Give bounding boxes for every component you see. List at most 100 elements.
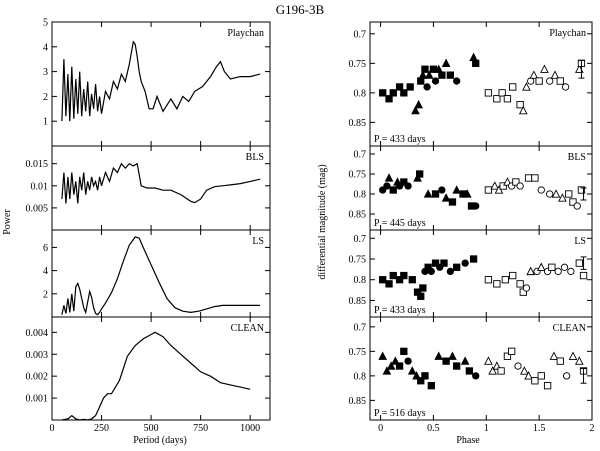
data-point-triangle xyxy=(418,70,428,79)
y-tick-label: 0.7 xyxy=(354,234,367,245)
y-tick-label: 0.8 xyxy=(354,190,367,201)
data-point-square xyxy=(453,263,461,271)
data-point-square xyxy=(503,352,512,360)
y-tick-label: 0.01 xyxy=(31,181,49,192)
panel-label: Playchan xyxy=(227,28,264,39)
y-tick-label: 5 xyxy=(43,18,48,29)
data-point-triangle xyxy=(441,58,451,67)
data-point-circle xyxy=(404,357,412,365)
x-tick-label: 250 xyxy=(94,423,109,434)
data-point-square xyxy=(516,280,524,288)
data-point-square xyxy=(469,255,478,263)
y-tick-label: 0.7 xyxy=(354,29,367,40)
data-point-triangle xyxy=(386,361,396,370)
periodogram-line xyxy=(61,331,251,421)
data-point-square xyxy=(472,59,480,67)
right-panel-bls: 0.7 0.75 0.8 0.85 BLS P = 445 days xyxy=(349,145,593,231)
data-point-square xyxy=(419,284,427,292)
data-point-square xyxy=(493,95,501,103)
data-point-circle xyxy=(516,182,524,190)
data-point-square xyxy=(509,83,517,91)
data-point-triangle xyxy=(520,366,529,375)
data-point-square xyxy=(501,276,509,284)
y-tick-label: 0.75 xyxy=(349,255,367,266)
left-panel-clean: 0.001 0.002 0.003 0.004 0 250 500 750 1000 CLEAN xyxy=(26,316,271,434)
y-tick-label: 4 xyxy=(43,266,48,277)
data-point-circle xyxy=(438,186,446,194)
data-point-square xyxy=(497,367,505,375)
data-point-circle xyxy=(561,83,570,91)
right-y-label: differential magnitude (mag) xyxy=(317,164,328,279)
right-panel-clean: 0.7 0.75 0.8 0.85 0 0.5 1 1.5 2 CLEAN P = 516 days xyxy=(349,316,595,434)
data-point-triangle xyxy=(551,189,561,198)
data-point-square xyxy=(575,259,583,267)
y-tick-label: 0.004 xyxy=(26,328,49,339)
right-panel-frame xyxy=(369,316,593,421)
data-point-square xyxy=(379,89,387,97)
right-x-label: Phase xyxy=(456,435,480,446)
data-point-circle xyxy=(514,362,522,370)
y-tick-label: 4 xyxy=(43,42,48,53)
periodogram-line xyxy=(61,40,261,122)
data-point-triangle xyxy=(550,70,560,79)
y-tick-label: 0.005 xyxy=(26,203,49,214)
panel-label: BLS xyxy=(246,152,264,163)
period-annotation: P = 516 days xyxy=(374,408,426,419)
data-point-circle xyxy=(383,182,391,190)
panel-label: CLEAN xyxy=(553,323,586,334)
data-point-triangle xyxy=(490,181,500,190)
data-point-square xyxy=(400,347,408,355)
data-point-triangle xyxy=(549,351,559,360)
data-point-triangle xyxy=(574,356,584,365)
data-point-triangle xyxy=(407,366,417,375)
y-tick-label: 0.75 xyxy=(349,170,367,181)
data-point-square xyxy=(543,382,552,390)
data-point-square xyxy=(484,186,493,194)
data-point-circle xyxy=(431,77,440,85)
x-tick-label: 1 xyxy=(484,423,489,434)
data-point-circle xyxy=(461,259,469,267)
data-point-triangle xyxy=(423,189,433,198)
data-point-square xyxy=(421,65,429,73)
data-point-square xyxy=(416,170,424,178)
data-point-circle xyxy=(554,267,562,276)
left-panel-frame xyxy=(51,229,271,318)
y-tick-label: 0.7 xyxy=(354,322,367,333)
left-panel-frame xyxy=(51,316,271,421)
data-point-triangle xyxy=(469,52,478,62)
period-annotation: P = 433 days xyxy=(374,134,426,145)
data-point-square xyxy=(565,190,573,198)
data-point-triangle xyxy=(441,193,451,202)
x-tick-label: 750 xyxy=(193,423,208,434)
data-point-square xyxy=(431,259,440,267)
data-point-square xyxy=(569,198,577,206)
data-point-triangle xyxy=(384,173,394,182)
y-tick-label: 2 xyxy=(43,289,48,300)
data-point-square xyxy=(512,178,520,186)
data-point-circle xyxy=(423,83,431,91)
data-point-square xyxy=(440,259,448,267)
y-tick-label: 1 xyxy=(43,117,48,128)
y-tick-label: 0.85 xyxy=(349,396,367,407)
data-point-triangle xyxy=(411,105,420,115)
data-point-square xyxy=(431,190,440,198)
data-point-square xyxy=(406,83,414,91)
panels: 1 2 3 4 5 Playchan 0.005 0.01 0.015 BLS 2 4 6 LS 0.001… xyxy=(26,18,595,435)
y-tick-label: 0.8 xyxy=(354,88,367,99)
periodogram-line xyxy=(61,162,261,204)
data-point-square xyxy=(395,276,404,284)
data-point-square xyxy=(395,362,404,370)
right-panel-playchan: 0.7 0.75 0.8 0.85 Playchan P = 433 days xyxy=(349,21,593,147)
data-point-square xyxy=(389,186,397,194)
y-tick-label: 0.001 xyxy=(26,394,49,405)
y-tick-label: 0.7 xyxy=(354,150,367,161)
data-point-square xyxy=(465,367,474,375)
y-tick-label: 0.85 xyxy=(349,210,367,221)
data-point-square xyxy=(579,271,588,280)
data-point-square xyxy=(503,95,512,103)
data-point-triangle xyxy=(484,356,493,365)
data-point-square xyxy=(400,89,408,97)
data-point-square xyxy=(508,347,516,355)
data-point-circle xyxy=(567,267,575,276)
data-point-triangle xyxy=(452,185,462,194)
